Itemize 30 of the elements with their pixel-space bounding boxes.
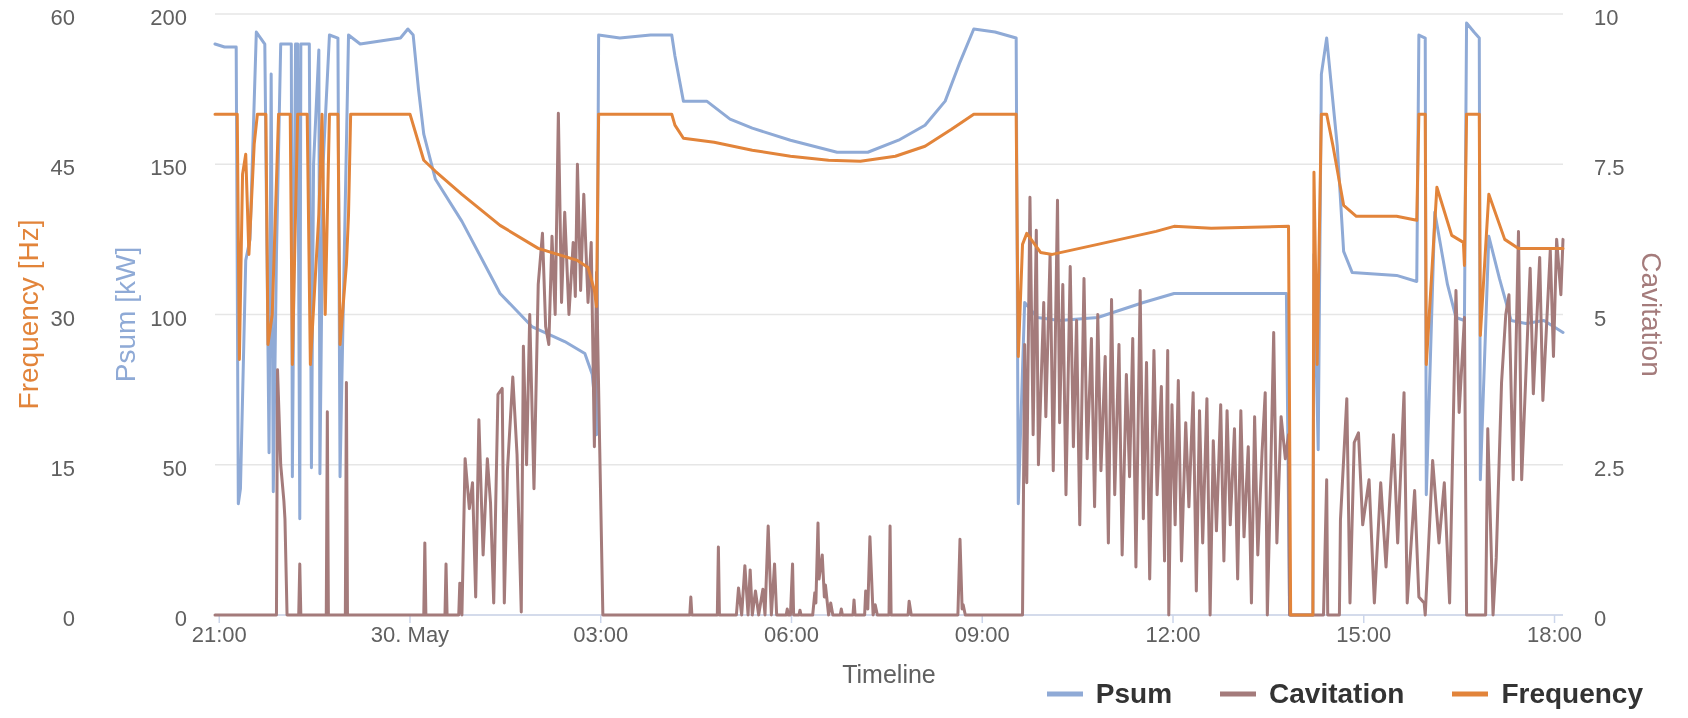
y2-tick-label: 5 [1594, 305, 1607, 330]
x-tick-label: 15:00 [1336, 622, 1392, 647]
y3-tick-label: 15 [50, 455, 75, 481]
y2-tick-label: 0 [1594, 605, 1607, 631]
y2-tick-label: 2.5 [1594, 455, 1625, 481]
x-tick-label: 12:00 [1145, 622, 1201, 647]
x-tick-label: 09:00 [954, 622, 1010, 647]
legend-label: Cavitation [1269, 678, 1405, 710]
y-tick-label: 200 [150, 4, 187, 30]
x-tick-label: 30. May [370, 622, 450, 647]
y3-axis-title: Frequency [Hz] [12, 219, 44, 410]
legend-label: Frequency [1501, 678, 1643, 710]
legend-label: Psum [1095, 678, 1173, 710]
y-tick-label: 50 [162, 455, 187, 481]
x-tick-label: 18:00 [1526, 622, 1583, 647]
y2-tick-label: 7.5 [1594, 154, 1625, 180]
y3-tick-label: 45 [50, 154, 75, 180]
y2-axis-title: Cavitation [1636, 252, 1668, 377]
y3-tick-label: 30 [50, 305, 75, 330]
y3-tick-label: 60 [50, 4, 75, 30]
y-tick-label: 100 [150, 305, 187, 330]
y-tick-label: 0 [174, 605, 187, 631]
x-tick-label: 21:00 [191, 622, 247, 647]
x-tick-label: 03:00 [573, 622, 629, 647]
y-axis-title: Psum [kW] [109, 246, 141, 383]
x-tick-label: 06:00 [763, 622, 820, 647]
y3-tick-label: 0 [62, 605, 75, 631]
y-tick-label: 150 [150, 154, 187, 180]
x-axis-title: Timeline [842, 660, 936, 688]
y2-tick-label: 10 [1594, 4, 1619, 30]
